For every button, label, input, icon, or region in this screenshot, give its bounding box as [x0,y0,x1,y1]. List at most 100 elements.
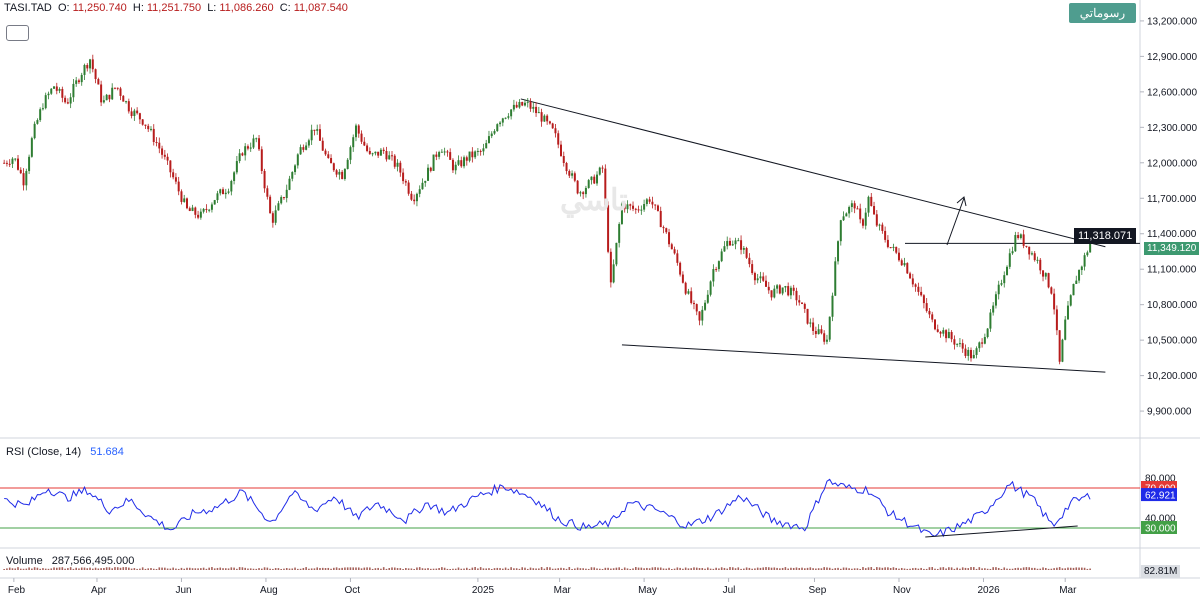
open-label: O: [57,2,70,14]
volume-bar [984,568,986,570]
candle-up [828,316,831,340]
candle-up [454,164,457,171]
candle-down [332,163,335,171]
time-axis[interactable]: Feb Apr Jun Aug Oct 2025 Mar May Jul Sep Nov 2026 Ma… [8,578,1077,596]
volume-bar [970,567,972,570]
candle-down [363,141,366,146]
volume-bar [407,568,410,570]
volume-bar [493,568,496,570]
volume-bar [357,567,360,570]
candle-up [596,174,599,184]
candle-down [798,300,801,303]
candle-down [875,214,878,226]
volume-bar [197,568,199,570]
candle-down [399,162,402,173]
candle-down [964,348,967,356]
candle-up [942,330,945,334]
candle-down [269,196,272,214]
volume-bar [840,568,842,570]
candle-down [222,189,225,195]
candle-down [113,87,116,89]
close-label: C: [279,2,291,14]
candle-down [341,171,344,179]
candle-down [377,151,380,156]
volume-bar [997,567,1000,570]
volume-bar [593,567,596,570]
candle-down [161,148,164,155]
candle-up [305,145,308,150]
candle-down [695,304,698,312]
candle-down [692,302,695,305]
volume-bar [1075,567,1078,570]
candle-down [654,204,657,206]
volume-bar [1025,567,1028,570]
candle-down [1039,259,1042,271]
time-tick-label: 2026 [977,585,1000,596]
candle-up [620,203,623,225]
volume-bar [89,567,91,570]
candle-up [958,343,961,345]
volume-bar [216,567,219,570]
volume-bar [346,567,349,570]
candle-up [39,109,42,121]
volume-bar [709,568,712,570]
candle-down [241,153,244,156]
candle-down [205,208,208,210]
candle-down [122,95,125,102]
candle-up [285,189,288,199]
upper-trendline [520,98,1106,248]
volume-bar [1081,567,1083,570]
candle-up [615,242,618,265]
volume-bar [53,567,55,570]
candle-down [155,142,158,144]
volume-bar [33,567,36,570]
volume-bar [499,568,501,570]
volume-bar [909,568,911,570]
candle-down [900,260,903,266]
volume-bar [280,568,282,570]
time-tick-label: May [638,585,657,596]
volume-bar [1014,568,1017,570]
volume-axis-label: 82.81M [1141,565,1181,578]
candle-up [842,216,845,221]
volume-bar [1064,568,1067,570]
candle-up [1000,283,1003,285]
candle-up [80,74,83,83]
volume-bar [319,568,321,570]
volume-bar [543,568,546,570]
candle-down [302,147,305,150]
candle-down [130,111,133,117]
volume-bar [3,568,5,570]
price-axis[interactable]: 13,200.000 12,900.000 12,600.000 12,300.000… [1140,16,1197,418]
candle-up [219,189,222,194]
volume-bar [820,568,823,570]
volume-bar [751,568,753,570]
volume-bar [205,568,208,570]
candle-up [274,210,277,223]
my-drawings-button[interactable]: رسوماتي [1069,3,1136,23]
candle-down [881,224,884,231]
candle-up [626,204,629,210]
candle-up [839,220,842,242]
volume-bar [502,568,504,570]
volume-bar [393,567,396,570]
candle-up [809,322,812,324]
volume-bar [139,568,141,570]
volume-bar [405,567,407,570]
volume-bar [396,568,399,570]
volume-bar [324,568,327,570]
candle-down [623,203,626,210]
volume-bar [828,567,831,570]
volume-bar [576,567,579,570]
candle-down [953,339,956,345]
candle-up [379,149,382,156]
legend-toggle-button[interactable] [6,25,29,41]
rsi-tick-label: 40.000 [1145,514,1176,525]
volume-bar [590,567,593,570]
candle-up [1072,283,1075,296]
volume-bar [349,567,352,570]
candle-down [823,333,826,342]
candle-up [14,158,17,160]
rsi-tick-label: 62.921 [1145,491,1176,502]
